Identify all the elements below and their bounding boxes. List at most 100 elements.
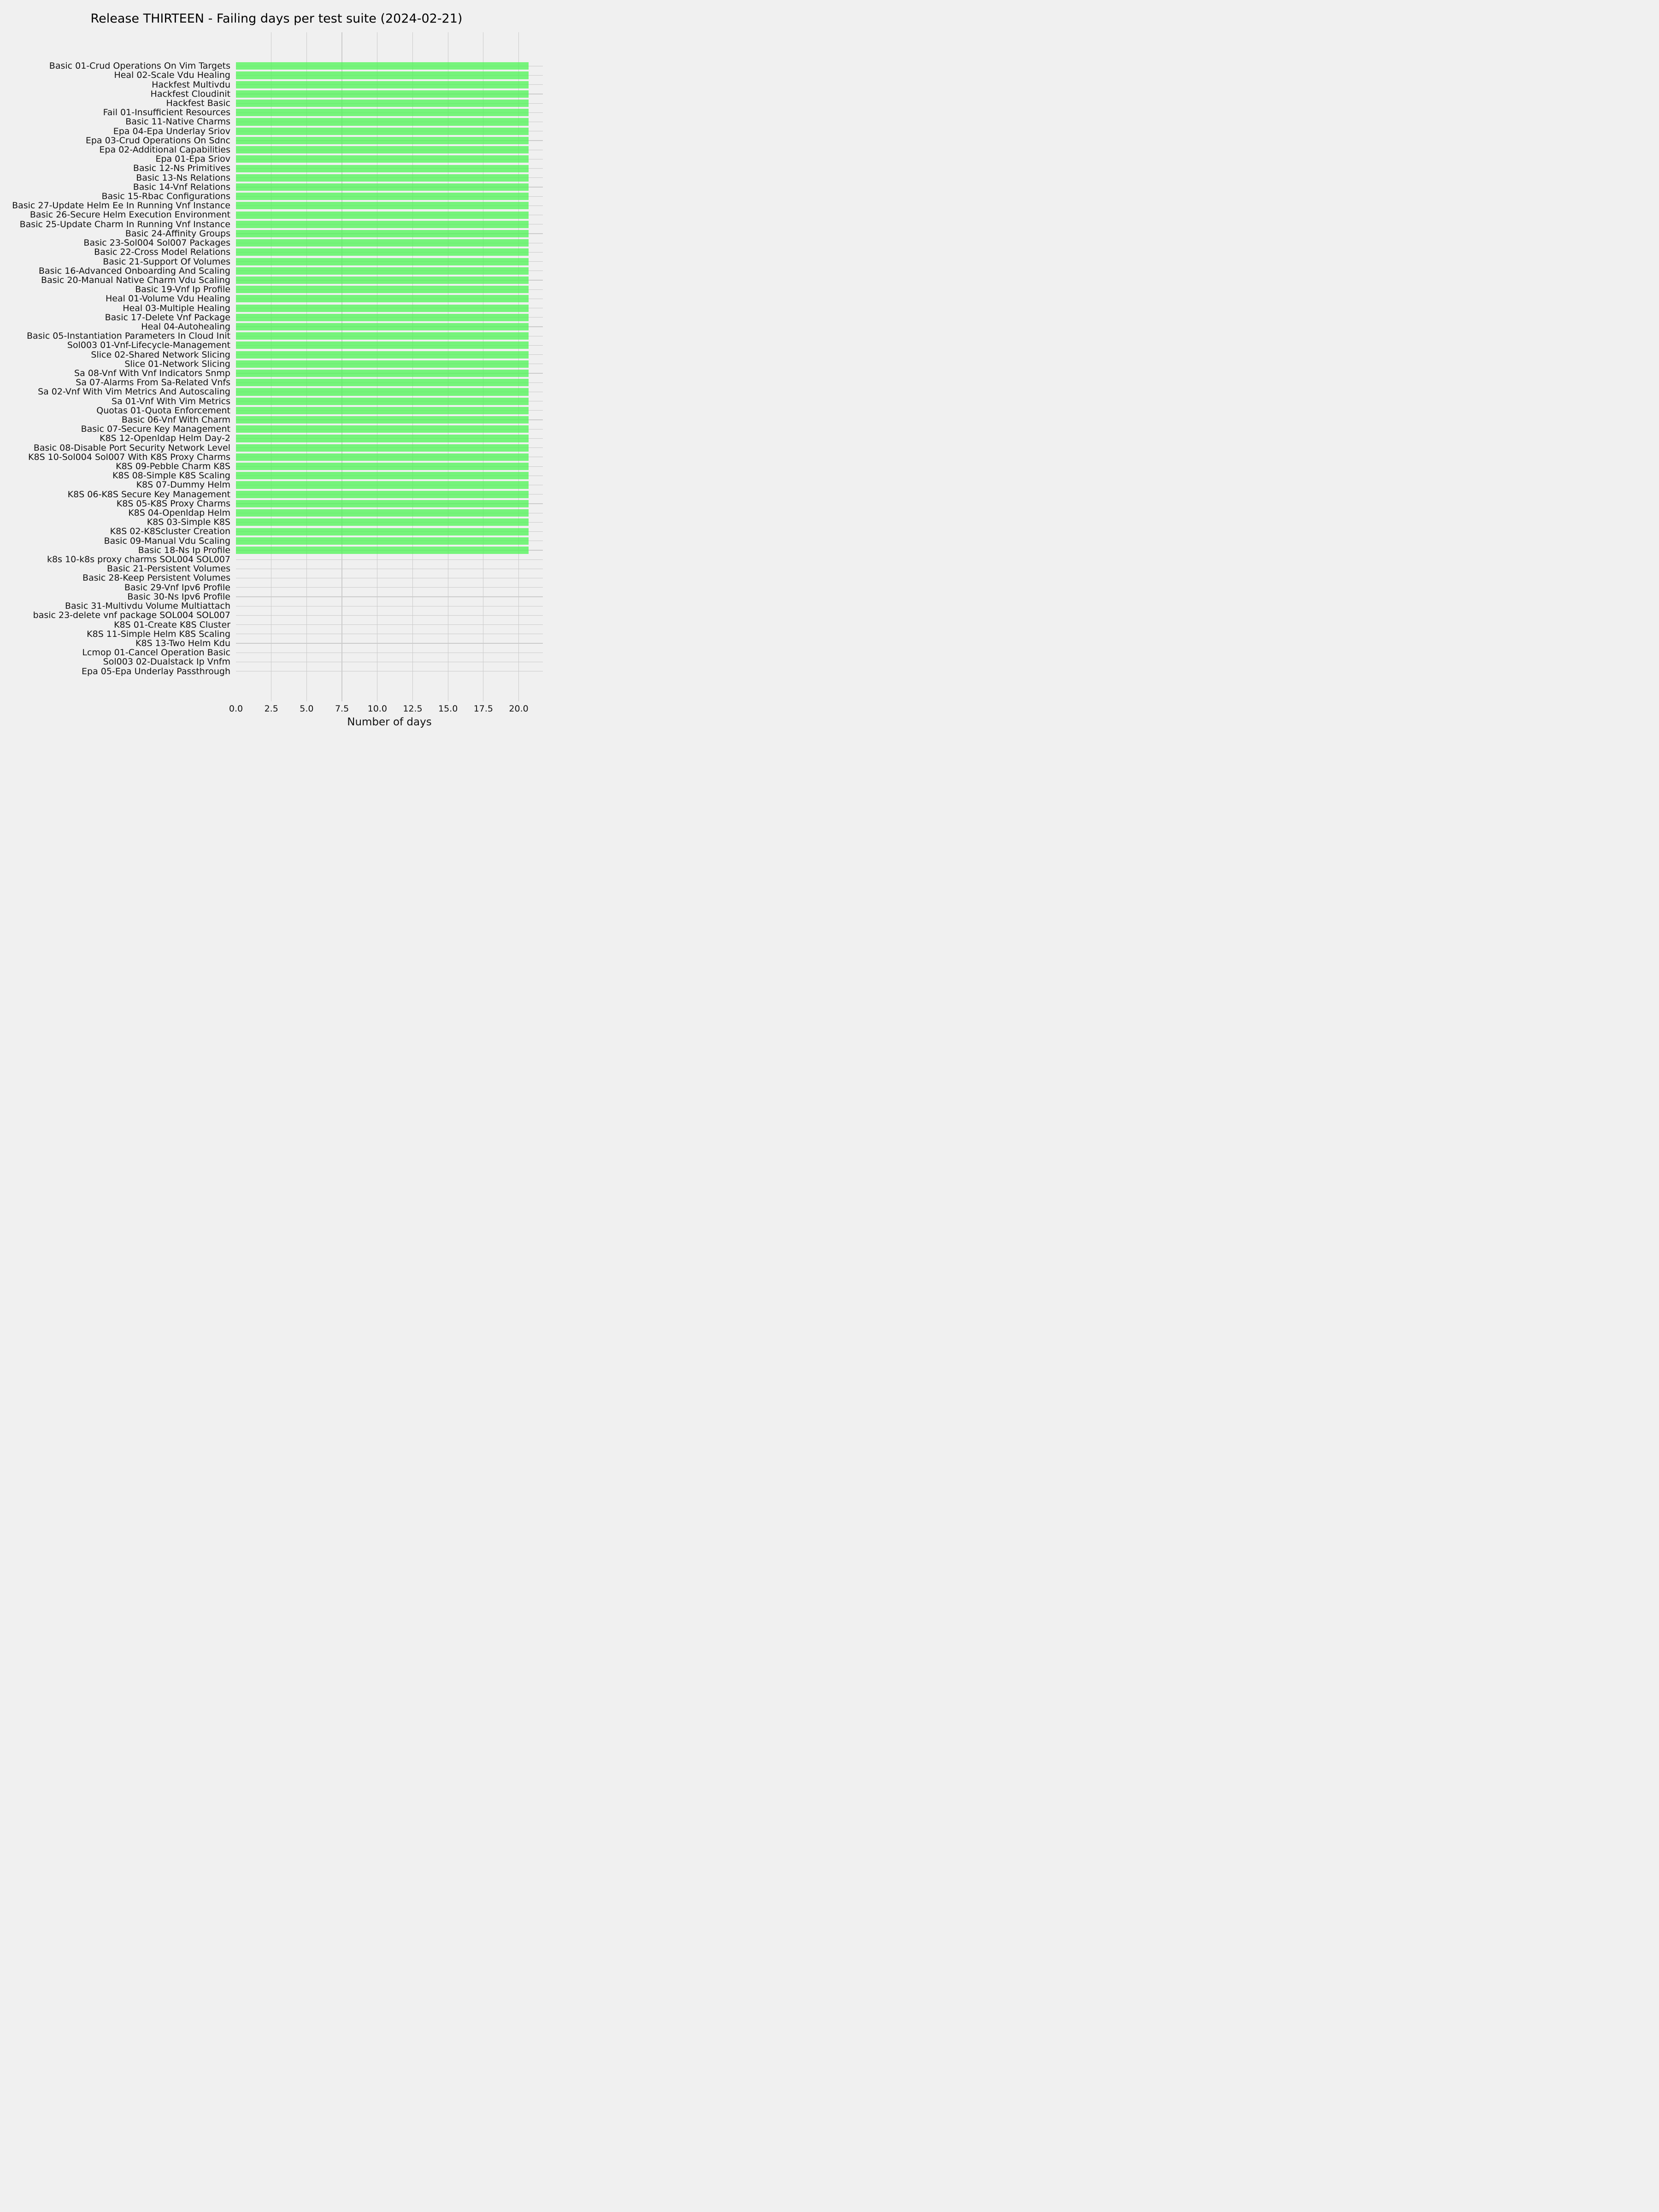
x-axis-tick-labels: 0.0 2.5 5.0 7.5 10.0 12.5 15.0 17.5 20.0 [229, 703, 543, 714]
y-tick-label: Basic 25-Update Charm In Running Vnf Ins… [19, 219, 230, 229]
bar [236, 397, 529, 405]
x-tick-label: 2.5 [264, 704, 278, 714]
bar [236, 360, 529, 368]
y-tick-label: Basic 14-Vnf Relations [133, 182, 230, 192]
x-tick-label: 0.0 [229, 704, 243, 714]
y-tick-label: K8S 10-Sol004 Sol007 With K8S Proxy Char… [28, 452, 230, 462]
bar [236, 276, 529, 284]
y-tick-label: Basic 20-Manual Native Charm Vdu Scaling [41, 275, 230, 285]
bar [236, 220, 529, 228]
bar [236, 248, 529, 256]
y-tick-label: Hackfest Basic [166, 98, 230, 109]
y-tick-label: Heal 03-Multiple Healing [123, 303, 230, 313]
bar [236, 351, 529, 359]
bar [236, 341, 529, 349]
x-tick-label: 5.0 [300, 704, 314, 714]
y-tick-label: Basic 16-Advanced Onboarding And Scaling [38, 265, 230, 276]
y-tick-label: Slice 01-Network Slicing [124, 359, 230, 369]
y-tick-label: Sa 01-Vnf With Vim Metrics [112, 396, 230, 406]
y-tick-label: Basic 18-Ns Ip Profile [138, 545, 230, 555]
bar [236, 258, 529, 265]
y-tick-label: Basic 11-Native Charms [125, 117, 230, 127]
y-tick-label: K8S 05-K8S Proxy Charms [116, 498, 230, 509]
bar [236, 435, 529, 442]
y-tick-label: Basic 26-Secure Helm Execution Environme… [29, 210, 230, 220]
x-axis-label: Number of days [347, 716, 432, 728]
bar [236, 332, 529, 340]
bar [236, 453, 529, 461]
bar [236, 229, 529, 238]
y-tick-label: Basic 31-Multivdu Volume Multiattach [65, 601, 230, 612]
bar [236, 546, 529, 554]
y-tick-label: basic 23-delete vnf package SOL004 SOL00… [33, 610, 230, 621]
y-tick-label: K8S 04-Openldap Helm [128, 508, 230, 518]
bar [236, 500, 529, 507]
figure: { "figure": { "title": "Release THIRTEEN… [0, 0, 553, 737]
y-tick-label: Sa 07-Alarms From Sa-Related Vnfs [76, 377, 230, 388]
bar [236, 509, 529, 517]
y-tick-label: Basic 30-Ns Ipv6 Profile [127, 591, 230, 602]
bar [236, 313, 529, 321]
x-tick-label: 12.5 [403, 704, 423, 714]
y-tick-label: Sol003 01-Vnf-Lifecycle-Management [67, 340, 230, 351]
y-tick-label: Heal 04-Autohealing [141, 321, 230, 332]
y-tick-label: Sol003 02-Dualstack Ip Vnfm [103, 657, 230, 667]
y-tick-label: K8S 09-Pebble Charm K8S [116, 461, 230, 471]
y-tick-label: Basic 07-Secure Key Management [81, 424, 230, 435]
y-tick-label: Basic 05-Instantiation Parameters In Clo… [26, 331, 230, 341]
y-tick-label: K8S 03-Simple K8S [147, 517, 230, 528]
bar [236, 202, 529, 210]
x-tick-label: 10.0 [367, 704, 387, 714]
bar [236, 118, 529, 126]
bar [236, 183, 529, 191]
bar [236, 406, 529, 414]
y-tick-label: Slice 02-Shared Network Slicing [91, 349, 230, 360]
y-tick-label: Heal 01-Volume Vdu Healing [106, 294, 230, 304]
plot-area [236, 32, 543, 701]
y-axis-labels: Basic 01-Crud Operations On Vim Targets H… [0, 32, 230, 701]
y-tick-label: Basic 23-Sol004 Sol007 Packages [83, 238, 230, 248]
bar [236, 444, 529, 452]
bar [236, 490, 529, 498]
y-tick-label: Basic 21-Support Of Volumes [103, 256, 230, 267]
y-tick-label: k8s 10-k8s proxy charms SOL004 SOL007 [47, 554, 230, 565]
y-tick-label: Basic 21-Persistent Volumes [107, 564, 230, 574]
bar [236, 267, 529, 275]
x-tick-label: 17.5 [473, 704, 494, 714]
y-tick-label: K8S 13-Two Helm Kdu [135, 638, 230, 648]
y-tick-label: Basic 27-Update Helm Ee In Running Vnf I… [12, 200, 230, 211]
y-tick-label: Basic 29-Vnf Ipv6 Profile [124, 582, 230, 593]
y-tick-label: Epa 05-Epa Underlay Passthrough [82, 666, 230, 677]
bar [236, 425, 529, 433]
bar [236, 528, 529, 535]
bar [236, 379, 529, 387]
y-tick-label: Hackfest Cloudinit [150, 88, 230, 99]
y-tick-label: Basic 13-Ns Relations [136, 172, 230, 183]
bar [236, 109, 529, 117]
bar [236, 481, 529, 489]
bar [236, 193, 529, 200]
y-tick-label: Hackfest Multivdu [152, 79, 230, 90]
bar [236, 174, 529, 182]
bar [236, 81, 529, 88]
bar [236, 127, 529, 135]
y-tick-label: K8S 01-Create K8S Cluster [114, 619, 230, 630]
bar [236, 239, 529, 247]
y-tick-label: Sa 08-Vnf With Vnf Indicators Snmp [74, 368, 230, 378]
y-tick-label: Epa 03-Crud Operations On Sdnc [85, 135, 230, 146]
bar [236, 518, 529, 526]
y-tick-label: Basic 22-Cross Model Relations [94, 247, 230, 258]
y-tick-label: Epa 04-Epa Underlay Sriov [113, 126, 230, 136]
y-tick-label: Basic 12-Ns Primitives [133, 163, 230, 174]
bar [236, 90, 529, 98]
bar [236, 136, 529, 144]
y-tick-label: Fail 01-Insufficient Resources [103, 107, 230, 118]
y-tick-label: Basic 08-Disable Port Security Network L… [33, 442, 230, 453]
y-tick-label: K8S 08-Simple K8S Scaling [112, 471, 230, 481]
y-tick-label: Lcmop 01-Cancel Operation Basic [82, 647, 230, 658]
y-gridline [236, 624, 543, 625]
bar [236, 71, 529, 79]
bar [236, 304, 529, 312]
y-tick-label: K8S 11-Simple Helm K8S Scaling [87, 629, 230, 639]
bar [236, 286, 529, 294]
